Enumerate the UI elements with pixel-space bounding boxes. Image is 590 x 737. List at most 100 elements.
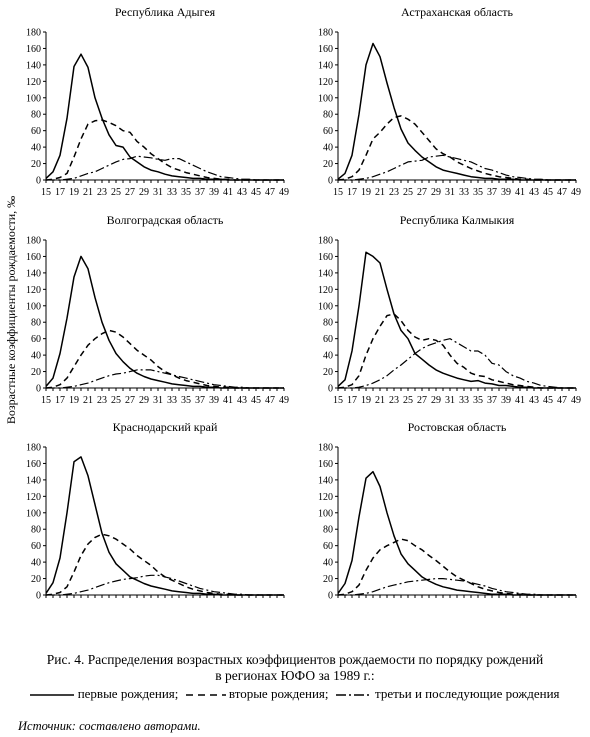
x-tick-label: 29 bbox=[139, 395, 149, 406]
legend-dashdot-line-icon bbox=[335, 694, 372, 696]
panel-title: Краснодарский край bbox=[113, 420, 218, 434]
x-tick-label: 37 bbox=[487, 187, 497, 198]
y-tick-label: 20 bbox=[31, 574, 41, 585]
x-tick-label: 25 bbox=[403, 395, 413, 406]
x-tick-label: 29 bbox=[139, 187, 149, 198]
x-tick-label: 23 bbox=[97, 187, 107, 198]
figure-charts: Республика Адыгея 0 20 40 60 80 100 120 140 160 18… bbox=[4, 5, 581, 601]
x-tick-label: 33 bbox=[459, 395, 469, 406]
x-tick-label: 47 bbox=[557, 187, 567, 198]
y-tick-label: 40 bbox=[323, 558, 333, 569]
x-tick-label: 19 bbox=[69, 187, 79, 198]
x-tick-label: 33 bbox=[167, 187, 177, 198]
x-tick-label: 27 bbox=[417, 395, 427, 406]
y-tick-label: 160 bbox=[318, 44, 333, 55]
x-tick-label: 45 bbox=[543, 187, 553, 198]
y-tick-label: 20 bbox=[323, 367, 333, 378]
x-tick-label: 29 bbox=[431, 187, 441, 198]
x-tick-label: 41 bbox=[515, 187, 525, 198]
x-tick-label: 15 bbox=[41, 187, 51, 198]
x-tick-label: 43 bbox=[529, 187, 539, 198]
x-tick-label: 23 bbox=[97, 395, 107, 406]
x-tick-label: 37 bbox=[487, 395, 497, 406]
x-tick-label: 23 bbox=[389, 395, 399, 406]
y-tick-label: 0 bbox=[36, 591, 41, 601]
x-tick-label: 27 bbox=[125, 395, 135, 406]
y-tick-label: 60 bbox=[323, 334, 333, 345]
first-births-line bbox=[45, 53, 284, 181]
x-tick-label: 41 bbox=[515, 395, 525, 406]
y-tick-label: 0 bbox=[328, 591, 333, 601]
panel-title: Республика Калмыкия bbox=[400, 213, 515, 227]
third-births-line bbox=[46, 369, 284, 389]
y-tick-label: 60 bbox=[323, 541, 333, 552]
y-tick-label: 0 bbox=[328, 384, 333, 395]
y-tick-label: 60 bbox=[31, 334, 41, 345]
y-tick-label: 40 bbox=[323, 143, 333, 154]
third-births-line bbox=[338, 338, 576, 389]
second-births-line bbox=[45, 533, 284, 596]
x-tick-label: 45 bbox=[251, 395, 261, 406]
caption-line-2: в регионах ЮФО за 1989 г.: bbox=[215, 668, 375, 683]
y-tick-label: 100 bbox=[318, 508, 333, 519]
x-tick-label: 25 bbox=[111, 187, 121, 198]
y-tick-label: 160 bbox=[26, 44, 41, 55]
x-tick-label: 15 bbox=[333, 395, 343, 406]
x-tick-label: 21 bbox=[375, 187, 385, 198]
panel-title: Республика Адыгея bbox=[115, 5, 216, 19]
y-tick-label: 0 bbox=[36, 176, 41, 187]
y-tick-label: 160 bbox=[318, 459, 333, 470]
second-births-line bbox=[45, 329, 284, 389]
x-tick-label: 21 bbox=[83, 187, 93, 198]
figure-caption: Рис. 4. Распределения возрастных коэффиц… bbox=[0, 652, 590, 684]
y-tick-label: 40 bbox=[323, 351, 333, 362]
legend: первые рождения; вторые рождения; третьи… bbox=[0, 686, 590, 702]
x-tick-label: 19 bbox=[69, 395, 79, 406]
y-tick-label: 180 bbox=[26, 443, 41, 454]
x-tick-label: 27 bbox=[417, 187, 427, 198]
x-tick-label: 45 bbox=[251, 187, 261, 198]
x-tick-label: 31 bbox=[153, 395, 163, 406]
x-tick-label: 35 bbox=[473, 187, 483, 198]
y-tick-label: 120 bbox=[26, 285, 41, 296]
second-births-line bbox=[337, 538, 576, 596]
y-tick-label: 160 bbox=[26, 252, 41, 263]
y-tick-label: 80 bbox=[31, 525, 41, 536]
third-births-line bbox=[338, 577, 576, 596]
y-tick-label: 180 bbox=[318, 443, 333, 454]
caption-line-1: Рис. 4. Распределения возрастных коэффиц… bbox=[46, 652, 544, 667]
y-tick-label: 120 bbox=[318, 77, 333, 88]
x-tick-label: 41 bbox=[223, 187, 233, 198]
legend-label-second: вторые рождения; bbox=[228, 686, 329, 701]
x-tick-label: 43 bbox=[237, 187, 247, 198]
first-births-line bbox=[337, 42, 576, 181]
y-tick-label: 140 bbox=[26, 268, 41, 279]
first-births-line bbox=[45, 255, 284, 389]
x-tick-label: 35 bbox=[181, 187, 191, 198]
y-tick-label: 80 bbox=[31, 110, 41, 121]
x-tick-label: 17 bbox=[347, 187, 357, 198]
first-births-line bbox=[337, 251, 576, 389]
panel-title: Астраханская область bbox=[401, 5, 514, 19]
x-tick-label: 47 bbox=[265, 187, 275, 198]
panel-6: Ростовская область 0 20 40 60 80 100 120 140 160 1… bbox=[318, 420, 577, 601]
y-tick-label: 40 bbox=[31, 558, 41, 569]
panel-title: Волгоградская область bbox=[107, 213, 224, 227]
first-births-line bbox=[45, 456, 284, 596]
y-axis-label: Возрастные коэффициенты рождаемости, ‰ bbox=[4, 196, 18, 424]
x-tick-label: 21 bbox=[83, 395, 93, 406]
x-tick-label: 25 bbox=[403, 187, 413, 198]
x-tick-label: 21 bbox=[375, 395, 385, 406]
x-tick-label: 17 bbox=[55, 395, 65, 406]
x-tick-label: 37 bbox=[195, 187, 205, 198]
y-tick-label: 100 bbox=[26, 508, 41, 519]
y-tick-label: 100 bbox=[318, 93, 333, 104]
panel-4: Республика Калмыкия 0 20 40 60 80 100 120 140 160… bbox=[318, 213, 581, 406]
x-tick-label: 25 bbox=[111, 395, 121, 406]
legend-item-first: первые рождения; bbox=[30, 686, 178, 702]
x-tick-label: 39 bbox=[209, 187, 219, 198]
legend-item-third: третьи и последующие рождения bbox=[335, 686, 560, 702]
source-note: Источник: составлено авторами. bbox=[18, 719, 201, 733]
x-tick-label: 19 bbox=[361, 395, 371, 406]
y-tick-label: 60 bbox=[31, 126, 41, 137]
